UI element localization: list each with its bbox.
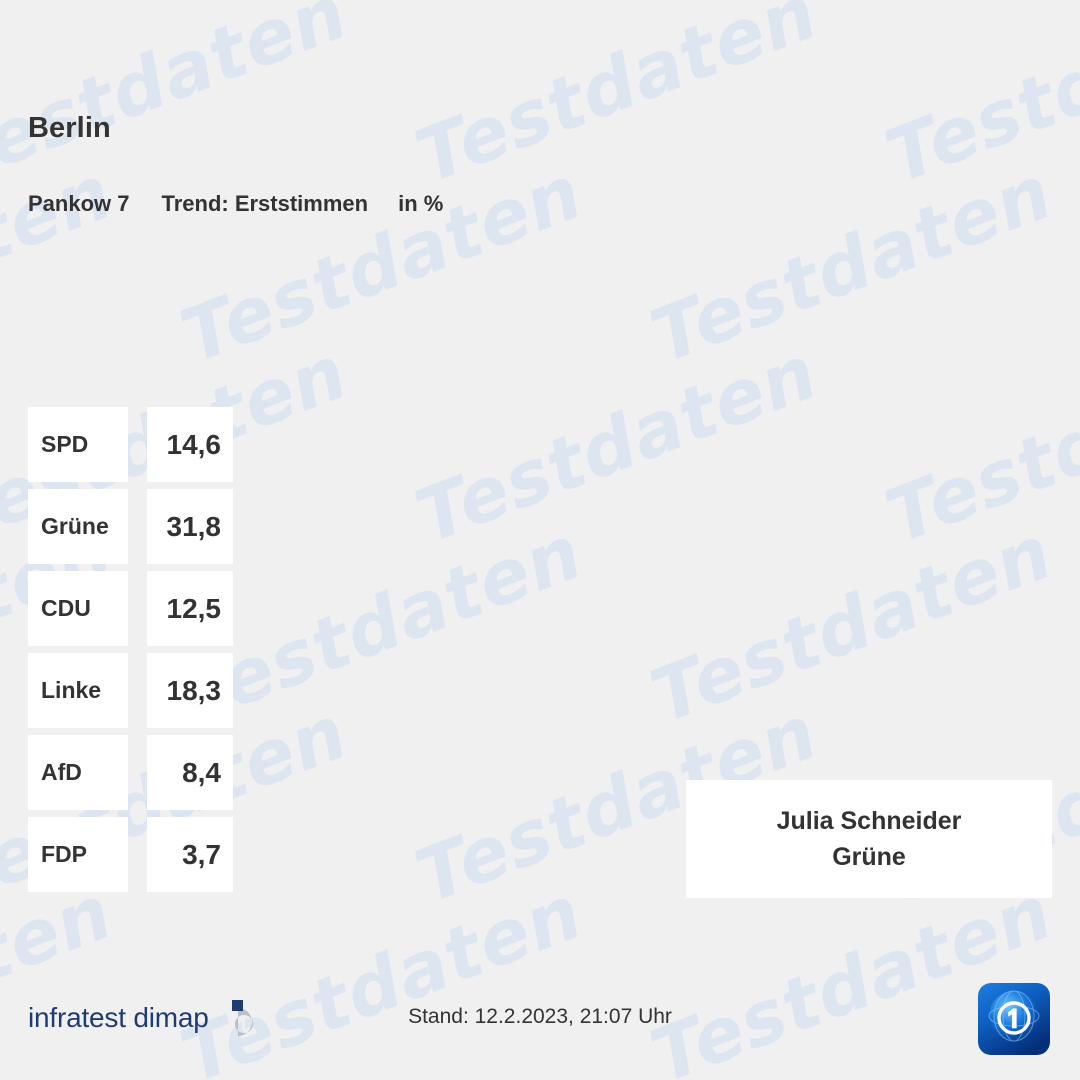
candidate-party: Grüne [832,842,906,871]
result-row: Linke 18,3 [28,653,233,728]
party-label: Grüne [28,489,128,564]
timestamp-label: Stand: 12.2.2023, 21:07 Uhr [408,1005,672,1028]
candidate-name: Julia Schneider [776,807,962,835]
party-value: 8,4 [147,735,233,810]
party-label: AfD [28,735,128,810]
party-value: 18,3 [147,653,233,728]
infratest-dimap-wordmark: infratest dimap [28,1002,209,1033]
result-row: FDP 3,7 [28,817,233,892]
infratest-dimap-mark-icon [222,996,266,1040]
results-table: SPD 14,6 Grüne 31,8 CDU 12,5 Linke 18,3 AfD 8,4 FD… [28,407,233,892]
unit-label: in % [398,191,444,216]
party-value: 31,8 [147,489,233,564]
party-value: 14,6 [147,407,233,482]
infratest-dimap-logo: infratest dimap [28,996,266,1040]
party-value: 12,5 [147,571,233,646]
result-row: CDU 12,5 [28,571,233,646]
result-row: SPD 14,6 [28,407,233,482]
page-title: Berlin [28,112,111,144]
trend-label: Trend: Erststimmen [161,191,369,216]
party-label: Linke [28,653,128,728]
candidate-box: Julia Schneider Grüne [686,780,1052,898]
party-label: FDP [28,817,128,892]
party-label: CDU [28,571,128,646]
result-row: AfD 8,4 [28,735,233,810]
party-label: SPD [28,407,128,482]
party-value: 3,7 [147,817,233,892]
subtitle-row: Pankow 7 Trend: Erststimmen in % [28,191,443,217]
ard-das-erste-logo [978,983,1050,1055]
result-row: Grüne 31,8 [28,489,233,564]
district-label: Pankow 7 [28,191,130,216]
